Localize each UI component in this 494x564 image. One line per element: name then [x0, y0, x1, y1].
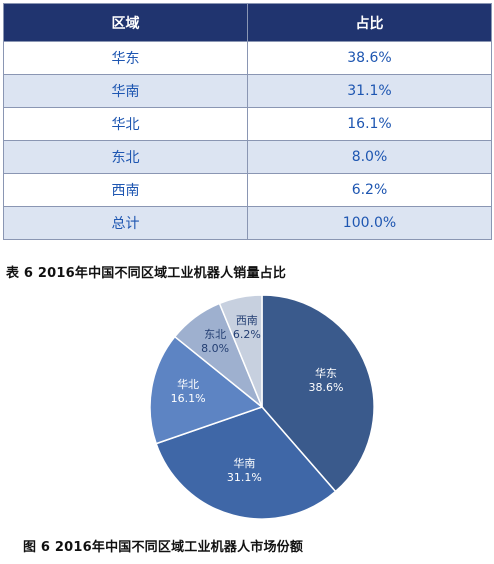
pie-label-4: 东北 — [204, 328, 226, 341]
row-region: 东北 — [3, 140, 248, 174]
pie-label-2: 华南 — [233, 456, 255, 470]
pie-slice-2 — [155, 406, 337, 520]
table-row: 东北 8.0% — [3, 140, 492, 174]
row-region: 华南 — [3, 74, 248, 108]
pie-value-2: 31.1% — [227, 471, 262, 484]
row-region: 华北 — [3, 107, 248, 141]
pie-value-4: 8.0% — [201, 342, 229, 355]
table-caption: 表 6 2016年中国不同区域工业机器人销量占比 — [6, 266, 287, 281]
pie-label-1: 华东 — [315, 366, 337, 380]
table-body: 华东 38.6% 华南 31.1% 华北 16.1% 东北 8.0% 西南 6.… — [3, 41, 492, 240]
pie-value-1: 38.6% — [309, 381, 344, 394]
pie-value-3: 16.1% — [171, 392, 206, 405]
header-row: 区域 占比 — [3, 3, 492, 42]
pie-value-5: 6.2% — [233, 328, 261, 341]
row-region: 总计 — [3, 206, 248, 240]
pie-slice-3 — [149, 335, 264, 445]
row-share: 8.0% — [247, 140, 492, 174]
row-region: 华东 — [3, 41, 248, 75]
row-share: 38.6% — [247, 41, 492, 75]
table-row: 西南 6.2% — [3, 173, 492, 207]
chart-caption: 图 6 2016年中国不同区域工业机器人市场份额 — [23, 540, 304, 555]
header-share: 占比 — [247, 3, 492, 42]
region-share-table: 区域 占比 华东 38.6% 华南 31.1% 华北 16.1% 东北 8.0% — [3, 3, 492, 240]
row-share: 16.1% — [247, 107, 492, 141]
table-row: 华东 38.6% — [3, 41, 492, 75]
table-row: 华北 16.1% — [3, 107, 492, 141]
header-region: 区域 — [3, 3, 248, 42]
row-share: 6.2% — [247, 173, 492, 207]
table-row: 总计 100.0% — [3, 206, 492, 240]
row-region: 西南 — [3, 173, 248, 207]
pie-slice-1 — [261, 294, 375, 493]
pie-label-3: 华北 — [177, 377, 199, 391]
row-share: 100.0% — [247, 206, 492, 240]
table-row: 华南 31.1% — [3, 74, 492, 108]
share-table-wrap: 区域 占比 华东 38.6% 华南 31.1% 华北 16.1% 东北 8.0% — [3, 3, 492, 240]
pie-slice-5 — [218, 294, 263, 408]
pie-chart-wrap: 华东 38.6% 华南 31.1% 华北 16.1% 东北 8.0% 西南 6.2% — [0, 283, 494, 528]
table-head: 区域 占比 — [3, 3, 492, 42]
pie-label-5: 西南 — [236, 314, 258, 327]
row-share: 31.1% — [247, 74, 492, 108]
